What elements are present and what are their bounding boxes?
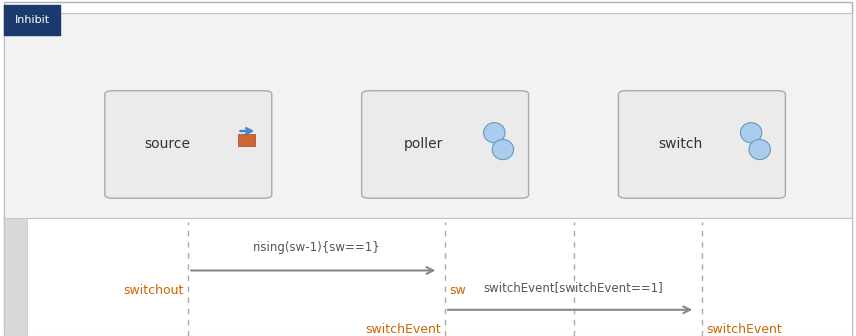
FancyBboxPatch shape bbox=[105, 91, 272, 198]
Text: Inhibit: Inhibit bbox=[15, 15, 50, 25]
FancyBboxPatch shape bbox=[4, 218, 27, 336]
Text: rising(sw-1){sw==1}: rising(sw-1){sw==1} bbox=[253, 241, 381, 254]
FancyBboxPatch shape bbox=[4, 218, 852, 336]
Text: switchEvent[switchEvent==1]: switchEvent[switchEvent==1] bbox=[484, 281, 663, 294]
FancyBboxPatch shape bbox=[361, 91, 528, 198]
FancyBboxPatch shape bbox=[4, 13, 852, 222]
Text: switch: switch bbox=[658, 137, 703, 152]
Ellipse shape bbox=[484, 123, 505, 143]
Ellipse shape bbox=[492, 139, 514, 160]
FancyBboxPatch shape bbox=[618, 91, 785, 198]
FancyBboxPatch shape bbox=[4, 2, 852, 334]
Text: source: source bbox=[144, 137, 190, 152]
Text: switchout: switchout bbox=[123, 284, 184, 297]
Text: poller: poller bbox=[404, 137, 443, 152]
FancyBboxPatch shape bbox=[4, 5, 60, 35]
FancyBboxPatch shape bbox=[237, 134, 255, 146]
Ellipse shape bbox=[740, 123, 762, 143]
Text: switchEvent: switchEvent bbox=[366, 323, 441, 336]
Text: sw: sw bbox=[449, 284, 467, 297]
Text: switchEvent: switchEvent bbox=[706, 323, 782, 336]
Ellipse shape bbox=[749, 139, 770, 160]
